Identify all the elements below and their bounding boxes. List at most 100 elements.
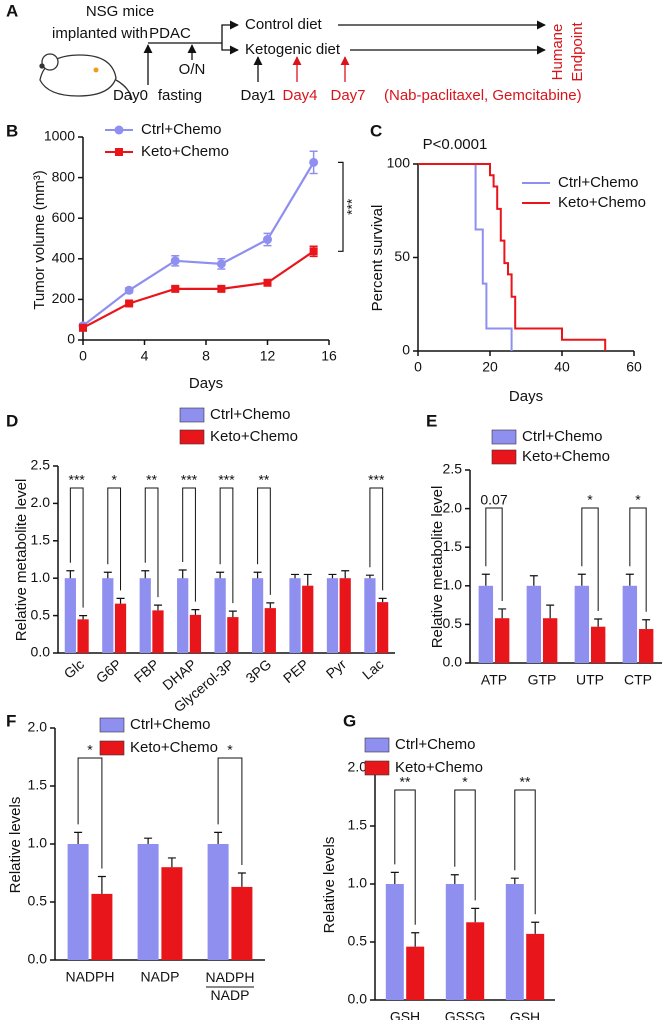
significance-label: ** <box>520 774 531 790</box>
bar <box>207 844 229 960</box>
panel-letter: F <box>6 711 16 730</box>
bar <box>91 893 113 960</box>
bar <box>526 585 542 663</box>
significance-bracket <box>338 161 344 252</box>
bar <box>161 867 183 960</box>
y-tick-label: 0.0 <box>443 654 463 670</box>
significance-label: ** <box>258 472 269 488</box>
day-label: Day1 <box>240 87 275 104</box>
y-tick-label: 1.5 <box>348 817 368 833</box>
significance-label: *** <box>218 472 235 488</box>
error-bar <box>116 597 125 604</box>
y-tick-label: 600 <box>52 209 76 225</box>
marker <box>263 278 272 287</box>
y-tick-label: 0.0 <box>348 991 368 1007</box>
error-bar <box>178 569 187 579</box>
error-bar <box>341 570 350 579</box>
error-bar <box>531 921 540 934</box>
error-bar <box>365 574 374 579</box>
mouse-text: PDAC <box>149 25 191 42</box>
y-tick-label: 1.0 <box>28 835 48 851</box>
marker <box>263 235 272 245</box>
significance-bracket <box>514 789 536 915</box>
y-tick-label: 2.0 <box>28 719 48 735</box>
panel-letter: A <box>6 1 18 20</box>
y-tick-label: 1.5 <box>443 538 463 554</box>
error-bar <box>390 871 399 884</box>
panel-a: A NSG mice implanted with PDAC Control d… <box>6 1 586 103</box>
marker <box>217 284 226 293</box>
x-tick-label: GSH <box>390 1009 420 1020</box>
y-axis-label: Relative levels <box>7 797 24 894</box>
x-tick-label: NADP <box>141 969 180 985</box>
legend-swatch <box>491 429 517 445</box>
legend-label: Keto+Chemo <box>395 759 483 776</box>
x-tick-label: 20 <box>482 359 498 375</box>
x-tick-label: ATP <box>481 672 507 688</box>
error-bar <box>237 872 246 887</box>
panel-letter: E <box>426 411 437 430</box>
x-tick-label: PEP <box>280 656 312 686</box>
bar <box>77 619 89 653</box>
significance-label: * <box>87 742 93 758</box>
y-tick-label: 0 <box>402 342 410 358</box>
panel-letter: D <box>6 411 18 430</box>
y-tick-label: 800 <box>52 168 76 184</box>
bar <box>67 844 89 960</box>
significance-bracket <box>69 487 84 608</box>
bar <box>494 618 510 663</box>
y-tick-label: 0.0 <box>31 644 51 660</box>
x-tick-label: 16 <box>321 348 337 364</box>
day-label: Day0 <box>113 87 148 104</box>
survival-curve <box>418 163 513 351</box>
mouse-text: implanted with <box>52 25 148 42</box>
x-tick-label: 3PG <box>243 656 275 686</box>
y-tick-label: 1.5 <box>31 532 51 548</box>
bar <box>339 578 351 653</box>
error-bar <box>167 857 176 868</box>
y-tick-label: 0.5 <box>443 615 463 631</box>
error-bar <box>291 573 300 579</box>
y-tick-label: 50 <box>394 248 410 264</box>
bar <box>139 578 151 653</box>
x-tick-label: 60 <box>626 359 642 375</box>
bar <box>177 578 189 653</box>
marker <box>171 284 180 293</box>
arm-label: Control diet <box>245 16 323 33</box>
significance-label: *** <box>69 472 86 488</box>
series-line <box>82 161 315 327</box>
error-bar <box>191 609 200 615</box>
panel-letter: C <box>370 121 382 140</box>
y-tick-label: 2.5 <box>31 457 51 473</box>
mouse-icon <box>39 53 133 101</box>
y-tick-label: 2.5 <box>443 461 463 477</box>
bar <box>364 578 376 653</box>
y-tick-label: 1.0 <box>31 569 51 585</box>
legend-label: Keto+Chemo <box>141 143 229 160</box>
x-tick-label: NADPH NADP <box>205 969 254 1003</box>
x-tick-label: 0 <box>79 348 87 364</box>
arrow <box>221 20 239 43</box>
significance-label: * <box>227 742 233 758</box>
fasting-text: fasting <box>158 87 202 104</box>
marker <box>216 259 226 269</box>
marker <box>125 299 134 308</box>
x-tick-label: UTP <box>576 672 604 688</box>
panel-letter: B <box>6 121 18 140</box>
fasting-text: O/N <box>179 61 206 78</box>
y-axis-label: Tumor volume (mm³) <box>31 170 48 309</box>
y-tick-label: 2.0 <box>348 759 368 775</box>
error-bar <box>498 608 507 619</box>
legend-label: Ctrl+Chemo <box>558 174 638 191</box>
chart-panel: E 0.0 0.5 1.0 1.5 2.0 2.5 Relative metabolite l… <box>426 411 662 688</box>
legend-swatch <box>364 737 390 753</box>
bar <box>466 922 485 1000</box>
error-bar <box>510 877 519 884</box>
y-tick-label: 0.5 <box>31 606 51 622</box>
legend-label: Ctrl+Chemo <box>395 736 475 753</box>
marker <box>309 157 319 167</box>
bar <box>64 578 76 653</box>
y-tick-label: 2.0 <box>31 494 51 510</box>
endpoint-label: Endpoint <box>569 22 586 82</box>
significance-label: *** <box>344 198 360 215</box>
